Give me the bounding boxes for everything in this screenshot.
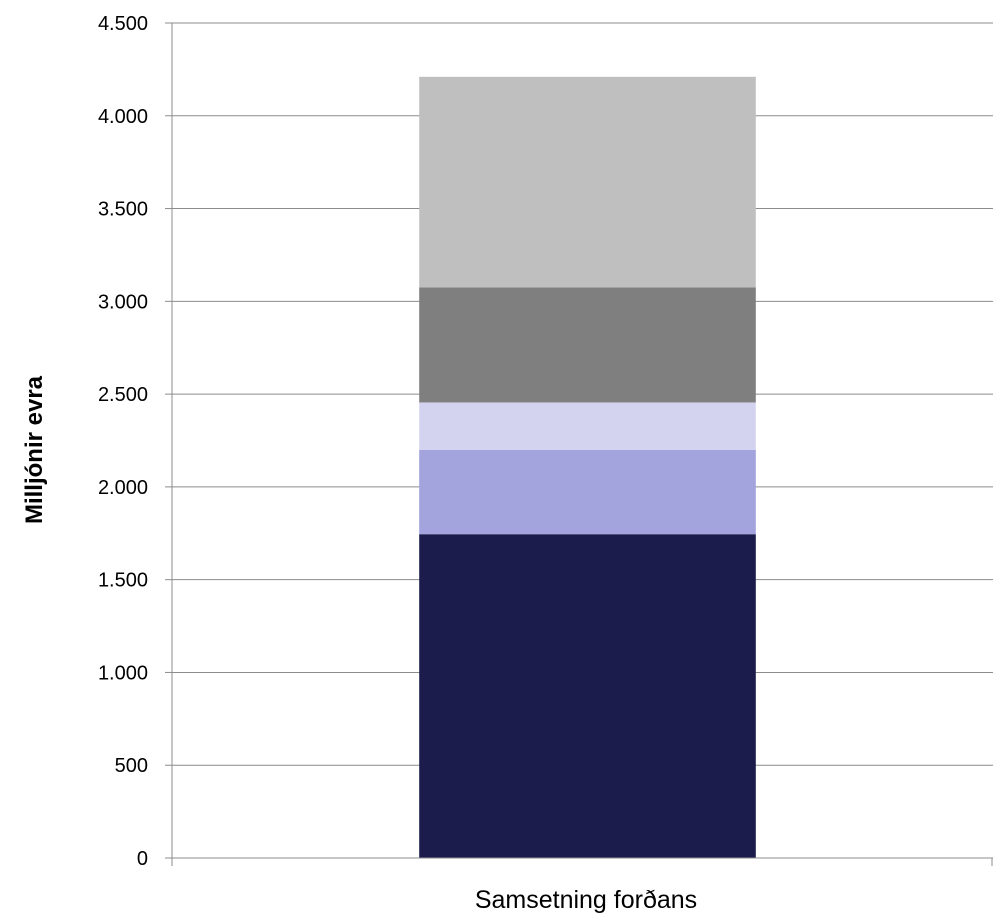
x-category-label: Samsetning forðans [475, 886, 697, 914]
bar-segment-1 [419, 534, 756, 858]
y-tick-label: 3.500 [98, 199, 148, 221]
y-tick-labels: 0 500 1.000 1.500 2.000 2.500 3.000 3.500 4.000 4… [98, 13, 148, 870]
bar-segment-3 [419, 402, 756, 450]
y-tick-label: 1.500 [98, 570, 148, 592]
y-tick-label: 2.000 [98, 477, 148, 499]
bar-segment-2 [419, 449, 756, 535]
bar-segment-5 [419, 76, 756, 288]
y-tick-label: 0 [137, 848, 148, 870]
bar-segment-4 [419, 287, 756, 403]
y-tick-label: 1.000 [98, 662, 148, 684]
bar-stack [419, 76, 756, 858]
y-tick-label: 3.000 [98, 291, 148, 313]
y-tick-label: 2.500 [98, 384, 148, 406]
y-tick-label: 4.500 [98, 13, 148, 35]
y-tick-label: 500 [115, 755, 148, 777]
y-tick-label: 4.000 [98, 106, 148, 128]
axes [165, 22, 993, 866]
y-axis-title: Milljónir evra [21, 375, 48, 524]
